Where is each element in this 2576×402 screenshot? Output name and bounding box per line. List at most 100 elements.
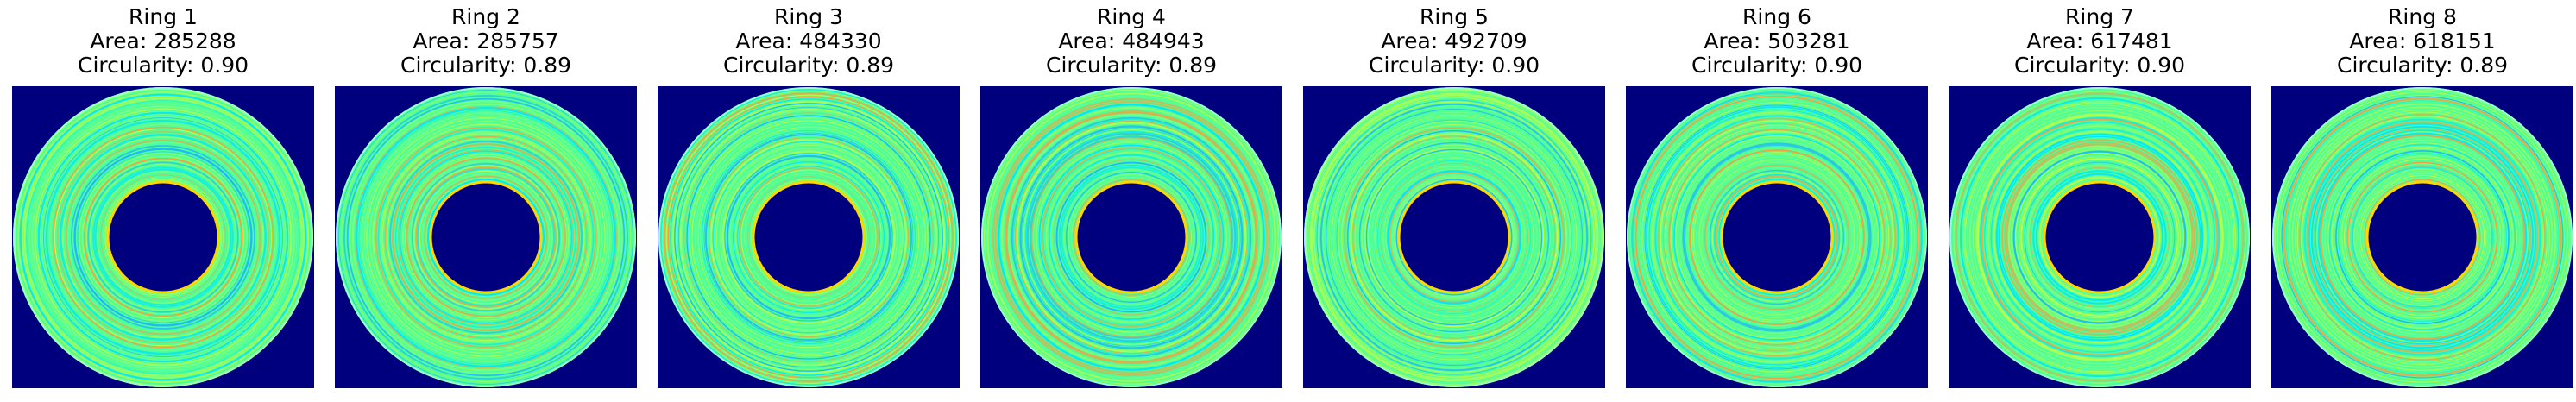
ring-stripe — [1629, 90, 1924, 385]
ring-stripe — [398, 149, 574, 325]
ring-stripe — [689, 117, 929, 357]
ring-stripe — [1984, 122, 2215, 353]
panel-title: Ring 1 — [129, 4, 198, 29]
ring-stripe — [372, 123, 600, 351]
ring-stripe — [2344, 159, 2501, 316]
ring-stripe — [1718, 179, 1836, 296]
ring-inner-hole — [2043, 180, 2157, 294]
ring-stripe — [708, 136, 910, 338]
ring-stripe — [1048, 154, 1215, 321]
ring-stripe — [57, 131, 269, 343]
ring-stripe — [1361, 144, 1547, 330]
ring-stripe — [62, 136, 264, 338]
ring-stripe — [1316, 99, 1592, 375]
ring-stripe — [349, 100, 623, 374]
ring-stripe — [1374, 157, 1534, 317]
ring-stripe — [2328, 143, 2516, 331]
ring-inner-hole — [752, 180, 866, 294]
ring-stripe — [1701, 161, 1853, 313]
ring-outer-edge — [1949, 87, 2250, 387]
ring-stripe — [402, 154, 570, 321]
ring-stripe — [405, 156, 567, 318]
ring-graphic — [12, 86, 314, 388]
ring-stripe — [1307, 91, 1601, 384]
ring-stripe — [992, 98, 1270, 376]
ring-stripe — [2335, 150, 2510, 324]
ring-stripe — [2001, 139, 2198, 336]
ring-stripe — [40, 114, 287, 361]
ring-stripe — [1670, 130, 1884, 344]
ring-stripe — [665, 94, 952, 380]
ring-stripe — [661, 90, 956, 385]
ring-stripe — [1975, 113, 2224, 361]
ring-stripe — [2038, 176, 2161, 298]
ring-graphic — [1949, 86, 2251, 388]
ring-stripe — [1651, 111, 1903, 363]
ring-stripe — [1979, 116, 2220, 358]
ring-stripe — [1990, 128, 2209, 347]
ring-stripe — [358, 110, 614, 365]
ring-outer-edge — [981, 87, 1282, 387]
ring-stripe — [2313, 128, 2532, 347]
ring-stripe — [671, 100, 946, 374]
ring-stripe — [103, 177, 224, 298]
ring-stripe — [1646, 106, 1908, 368]
ring-stripe — [49, 123, 277, 351]
ring-stripe — [1325, 108, 1584, 367]
ring-stripe — [421, 173, 551, 302]
ring-stripe — [2288, 103, 2557, 372]
ring-stripe — [409, 160, 563, 314]
ring-stripe — [1972, 110, 2227, 365]
ring-stripe — [700, 129, 917, 346]
ring-stripe — [1313, 97, 1595, 378]
ring-stripe — [1005, 110, 1258, 364]
ring-stripe — [366, 117, 606, 357]
ring-stripe — [1677, 137, 1877, 337]
ring-stripe — [1045, 151, 1218, 323]
ring-stripe — [1387, 170, 1521, 305]
ring-stripe — [1022, 128, 1241, 347]
ring-stripe — [97, 171, 230, 304]
ring-stripe — [361, 112, 611, 362]
ring-stripe — [1348, 131, 1560, 343]
ring-stripe — [1007, 113, 1256, 361]
ring-graphic — [658, 86, 960, 388]
ring-stripe — [721, 150, 896, 324]
ring-stripe — [394, 146, 577, 329]
ring-stripe — [28, 103, 298, 372]
ring-stripe — [2337, 152, 2508, 323]
ring-stripe — [715, 144, 902, 330]
ring-stripe — [1322, 105, 1586, 369]
ring-stripe — [1976, 114, 2223, 361]
panel-area: Area: 617481 — [2026, 28, 2173, 53]
ring-stripe — [2346, 161, 2498, 313]
ring-outer-edge — [13, 87, 313, 387]
ring-stripe — [1331, 114, 1578, 361]
ring-stripe — [2018, 155, 2182, 319]
ring-stripe — [2362, 177, 2483, 298]
ring-stripe — [2010, 148, 2189, 327]
ring-stripe — [94, 168, 232, 306]
ring-stripe — [744, 173, 873, 302]
ring-inner-hole — [1720, 180, 1834, 294]
ring-stripe — [1704, 164, 1850, 311]
ring-stripe — [65, 139, 261, 336]
ring-stripe — [1055, 161, 1207, 313]
panel-circularity: Circularity: 0.89 — [722, 53, 895, 78]
ring-stripe — [2317, 132, 2528, 342]
ring-stripe — [2274, 89, 2571, 386]
panel-circularity: Circularity: 0.90 — [1691, 53, 1863, 78]
ring-stripe — [709, 138, 908, 336]
ring-stripe — [2041, 179, 2158, 296]
panel-circularity: Circularity: 0.89 — [1045, 53, 1218, 78]
ring-stripe — [1698, 159, 1855, 316]
ring-stripe — [1024, 130, 1238, 344]
ring-panel-3: Ring 3 Area: 484330 Circularity: 0.89 — [658, 0, 960, 402]
ring-stripe — [1038, 144, 1225, 330]
panel-caption: Ring 2 Area: 285757 Circularity: 0.89 — [335, 5, 637, 78]
ring-stripe — [1000, 106, 1263, 368]
panel-circularity: Circularity: 0.90 — [1368, 53, 1540, 78]
ring-stripe — [1673, 134, 1880, 341]
ring-stripe — [1653, 113, 1901, 361]
ring-inner-hole — [106, 180, 220, 294]
